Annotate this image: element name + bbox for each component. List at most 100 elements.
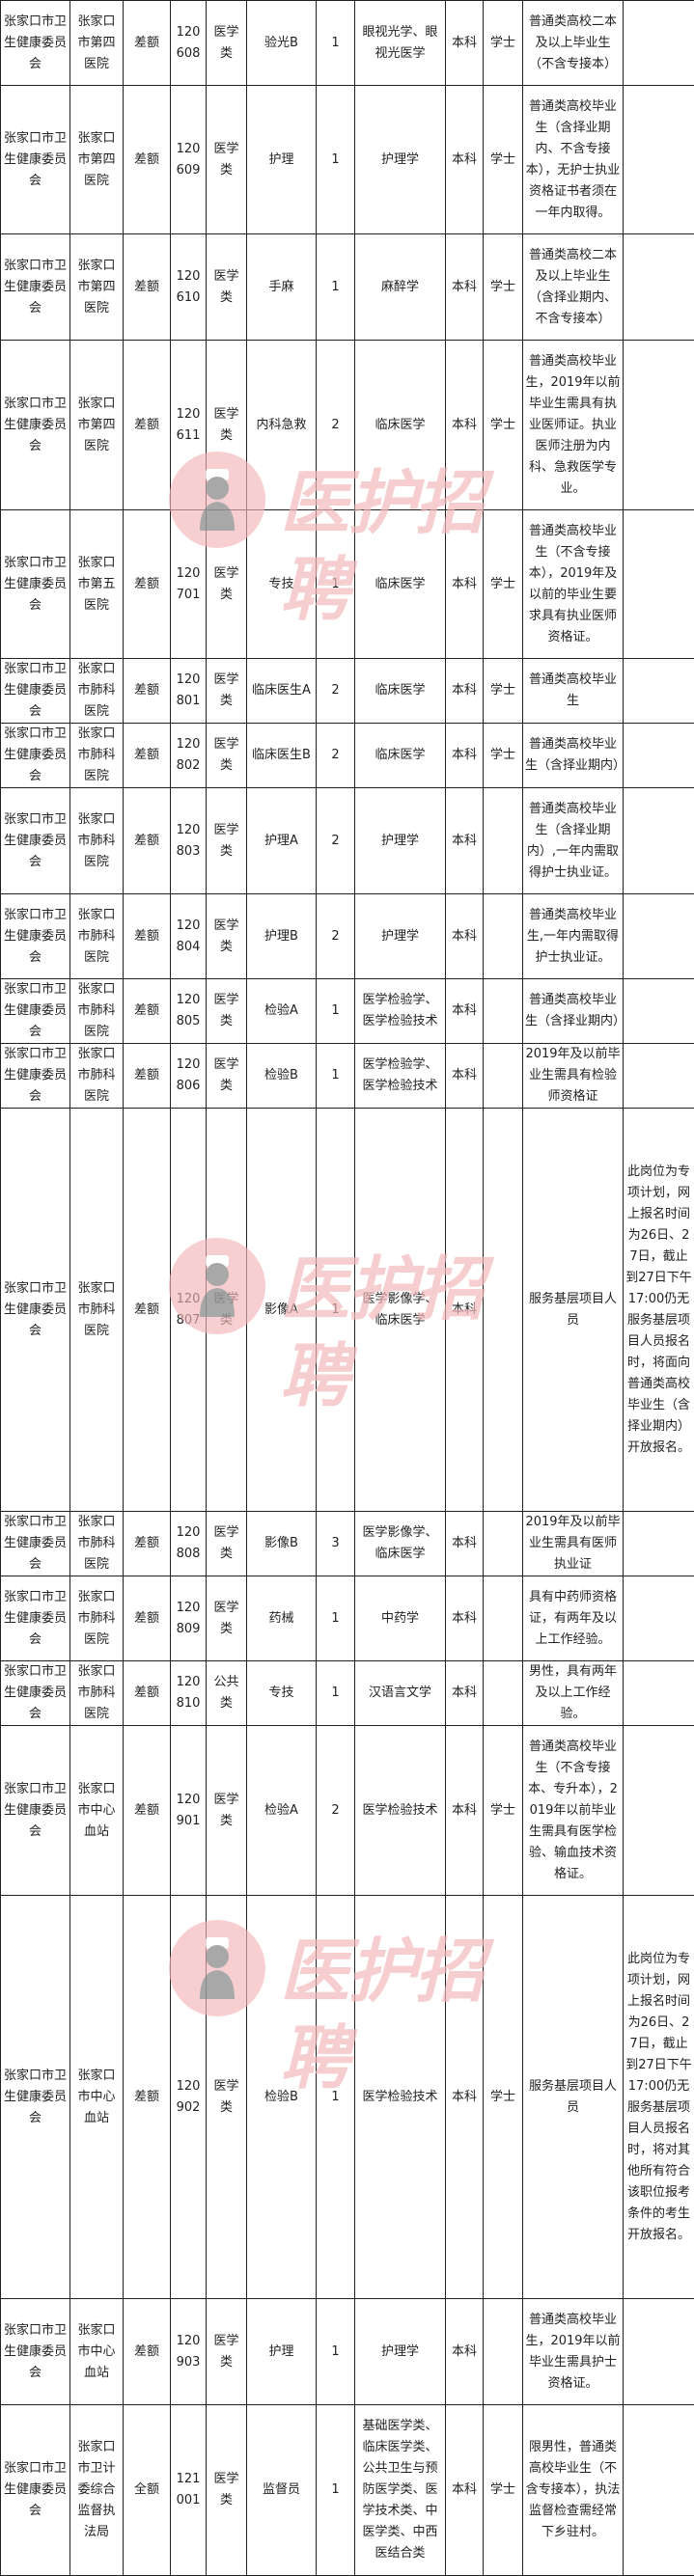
cell-education: 本科 — [446, 1512, 484, 1576]
cell-degree — [484, 979, 523, 1044]
cell-unit: 张家口市肺科医院 — [70, 1512, 124, 1576]
cell-department: 张家口市卫生健康委员会 — [1, 1576, 70, 1661]
cell-position-name: 检验A — [247, 1726, 317, 1896]
cell-headcount: 2 — [317, 724, 355, 788]
cell-position-name: 护理 — [247, 86, 317, 234]
cell-education: 本科 — [446, 341, 484, 510]
cell-position-category: 医学类 — [207, 724, 247, 788]
cell-education: 本科 — [446, 659, 484, 724]
cell-unit: 张家口市肺科医院 — [70, 1109, 124, 1512]
cell-other-requirements: 普通类高校毕业生,一年内需取得护士执业证。 — [523, 894, 624, 979]
cell-funding-type: 差额 — [124, 2299, 171, 2405]
cell-degree — [484, 1044, 523, 1109]
cell-education: 本科 — [446, 894, 484, 979]
cell-department: 张家口市卫生健康委员会 — [1, 2405, 70, 2576]
cell-education: 本科 — [446, 979, 484, 1044]
cell-position-name: 专技 — [247, 510, 317, 659]
cell-unit: 张家口市中心血站 — [70, 1896, 124, 2299]
cell-degree: 学士 — [484, 86, 523, 234]
cell-remarks — [624, 341, 694, 510]
cell-degree — [484, 788, 523, 894]
cell-education: 本科 — [446, 1726, 484, 1896]
cell-remarks — [624, 1, 694, 86]
cell-department: 张家口市卫生健康委员会 — [1, 788, 70, 894]
cell-remarks — [624, 1512, 694, 1576]
cell-funding-type: 差额 — [124, 979, 171, 1044]
cell-remarks — [624, 659, 694, 724]
cell-funding-type: 差额 — [124, 1044, 171, 1109]
cell-funding-type: 差额 — [124, 1109, 171, 1512]
cell-position-name: 护理B — [247, 894, 317, 979]
cell-degree — [484, 1661, 523, 1726]
cell-position-name: 检验A — [247, 979, 317, 1044]
cell-headcount: 1 — [317, 1896, 355, 2299]
cell-position-category: 医学类 — [207, 1576, 247, 1661]
cell-headcount: 1 — [317, 510, 355, 659]
cell-education: 本科 — [446, 510, 484, 659]
cell-degree — [484, 1109, 523, 1512]
cell-position-name: 内科急救 — [247, 341, 317, 510]
cell-position-code: 120610 — [171, 234, 207, 341]
cell-unit: 张家口市肺科医院 — [70, 979, 124, 1044]
cell-position-name: 手麻 — [247, 234, 317, 341]
cell-position-code: 120803 — [171, 788, 207, 894]
cell-position-category: 医学类 — [207, 510, 247, 659]
cell-other-requirements: 2019年及以前毕业生需具有医师执业证 — [523, 1512, 624, 1576]
cell-position-name: 监督员 — [247, 2405, 317, 2576]
cell-remarks — [624, 1726, 694, 1896]
cell-education: 本科 — [446, 2299, 484, 2405]
cell-major: 临床医学 — [355, 341, 446, 510]
cell-position-code: 120608 — [171, 1, 207, 86]
cell-major: 医学影像学、临床医学 — [355, 1512, 446, 1576]
cell-position-name: 临床医生A — [247, 659, 317, 724]
cell-remarks — [624, 1661, 694, 1726]
cell-position-code: 120805 — [171, 979, 207, 1044]
cell-other-requirements: 普通类高校毕业生 — [523, 659, 624, 724]
cell-position-category: 医学类 — [207, 659, 247, 724]
cell-degree: 学士 — [484, 1726, 523, 1896]
cell-education: 本科 — [446, 86, 484, 234]
cell-degree: 学士 — [484, 234, 523, 341]
cell-position-category: 医学类 — [207, 341, 247, 510]
cell-unit: 张家口市第五医院 — [70, 510, 124, 659]
cell-funding-type: 差额 — [124, 234, 171, 341]
cell-headcount: 1 — [317, 1576, 355, 1661]
cell-remarks — [624, 1576, 694, 1661]
cell-degree — [484, 1576, 523, 1661]
cell-other-requirements: 服务基层项目人员 — [523, 1896, 624, 2299]
cell-other-requirements: 普通类高校毕业生（不含专接本），2019年及以前的毕业生要求具有执业医师资格证。 — [523, 510, 624, 659]
cell-degree: 学士 — [484, 510, 523, 659]
cell-education: 本科 — [446, 1044, 484, 1109]
cell-department: 张家口市卫生健康委员会 — [1, 341, 70, 510]
cell-education: 本科 — [446, 1, 484, 86]
cell-degree — [484, 894, 523, 979]
cell-major: 眼视光学、眼视光医学 — [355, 1, 446, 86]
cell-major: 护理学 — [355, 86, 446, 234]
cell-position-code: 120802 — [171, 724, 207, 788]
cell-department: 张家口市卫生健康委员会 — [1, 894, 70, 979]
cell-position-name: 检验B — [247, 1044, 317, 1109]
cell-major: 临床医学 — [355, 724, 446, 788]
cell-department: 张家口市卫生健康委员会 — [1, 510, 70, 659]
cell-department: 张家口市卫生健康委员会 — [1, 1109, 70, 1512]
cell-funding-type: 差额 — [124, 1512, 171, 1576]
cell-headcount: 2 — [317, 341, 355, 510]
cell-headcount: 1 — [317, 979, 355, 1044]
cell-department: 张家口市卫生健康委员会 — [1, 979, 70, 1044]
cell-major: 护理学 — [355, 894, 446, 979]
cell-other-requirements: 普通类高校毕业生（含择业期内） — [523, 724, 624, 788]
cell-position-category: 医学类 — [207, 1896, 247, 2299]
cell-other-requirements: 具有中药师资格证，有两年及以上工作经验。 — [523, 1576, 624, 1661]
cell-education: 本科 — [446, 724, 484, 788]
cell-funding-type: 差额 — [124, 788, 171, 894]
cell-unit: 张家口市第四医院 — [70, 234, 124, 341]
cell-funding-type: 差额 — [124, 1661, 171, 1726]
cell-headcount: 1 — [317, 234, 355, 341]
